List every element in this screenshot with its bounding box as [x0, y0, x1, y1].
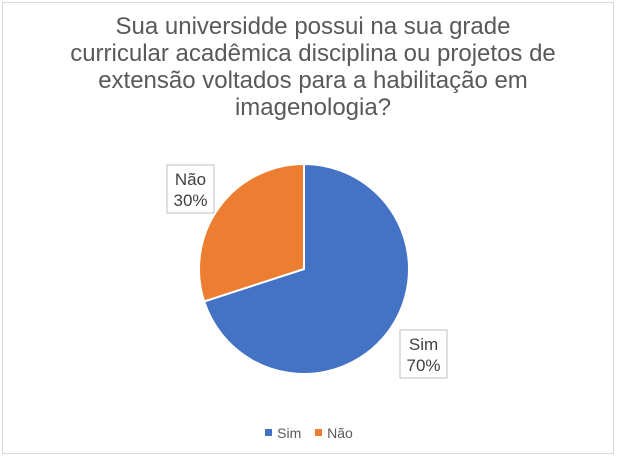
pie-slice-sim	[202, 162, 410, 375]
legend-item-nao: Não	[315, 425, 353, 441]
data-label-category-sim: Sim	[409, 335, 438, 354]
data-label-value-sim: 70%	[406, 356, 440, 375]
chart-title-line: curricular acadêmica disciplina ou proje…	[70, 40, 556, 67]
chart-title-line: imagenologia?	[234, 94, 392, 121]
legend-swatch-nao	[315, 429, 323, 436]
pie-chart: Sim 70% Não 30%	[166, 162, 448, 379]
pie-slice-nao	[198, 162, 305, 303]
chart-area: Sua universidde possui na sua grade curr…	[2, 2, 614, 454]
chart-title: Sua universidde possui na sua grade curr…	[33, 13, 593, 121]
chart-title-line: extensão voltados para a habilitação em	[98, 67, 528, 94]
data-label-box-sim	[399, 329, 448, 379]
data-label-sim: Sim 70%	[399, 329, 448, 379]
data-label-value-nao: 30%	[173, 191, 207, 210]
data-label-category-nao: Não	[175, 170, 206, 189]
legend-label-sim: Sim	[277, 424, 302, 441]
legend-label-nao: Não	[327, 424, 353, 441]
chart-title-line: Sua universidde possui na sua grade	[115, 13, 511, 40]
legend: Sim Não	[3, 423, 615, 441]
legend-item-sim: Sim	[265, 425, 301, 441]
data-label-box-nao	[166, 164, 215, 214]
data-label-nao: Não 30%	[166, 164, 215, 214]
legend-swatch-sim	[265, 429, 273, 436]
